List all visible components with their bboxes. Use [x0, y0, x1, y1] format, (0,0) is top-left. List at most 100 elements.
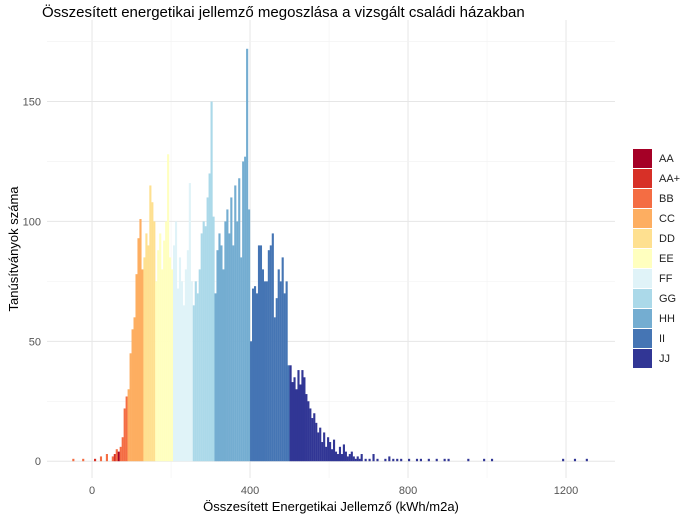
histogram-bar: [182, 305, 186, 462]
histogram-bar: [139, 219, 142, 462]
histogram-bar: [309, 408, 312, 462]
histogram-bar: [244, 156, 247, 462]
histogram-bar: [105, 454, 108, 462]
histogram-bar: [321, 442, 324, 462]
histogram-bar: [281, 257, 284, 462]
y-tick-label: 50: [29, 336, 41, 348]
histogram-bar: [435, 458, 438, 462]
legend-swatch: [633, 169, 652, 188]
histogram-bar: [238, 178, 241, 462]
histogram-bar: [331, 449, 334, 462]
histogram-bar: [447, 458, 450, 462]
histogram-bar: [176, 288, 180, 462]
histogram-bar: [169, 257, 172, 462]
histogram-bar: [279, 281, 282, 462]
histogram-bar: [348, 454, 351, 462]
legend-label: AA+: [659, 173, 680, 185]
histogram-bar: [220, 245, 223, 462]
histogram-bar: [72, 458, 75, 462]
histogram-bar: [419, 458, 422, 462]
histogram-bar: [350, 451, 353, 462]
histogram-bar: [467, 458, 470, 462]
legend-swatch: [633, 209, 652, 228]
legend-label: FF: [659, 273, 673, 285]
histogram-bar: [188, 183, 191, 462]
histogram-bar: [190, 281, 193, 462]
chart-title: Összesített energetikai jellemző megoszl…: [42, 3, 525, 21]
histogram-bar: [408, 458, 411, 462]
histogram-bar: [340, 454, 343, 462]
histogram-bar: [285, 281, 288, 462]
x-tick-label: 0: [89, 485, 95, 497]
histogram-bar: [313, 413, 316, 462]
histogram-bar: [327, 437, 330, 462]
histogram-bar: [218, 233, 221, 462]
histogram-bar: [194, 281, 197, 462]
histogram-bar: [212, 216, 215, 462]
histogram-bar: [443, 458, 446, 462]
histogram-bar: [145, 233, 148, 462]
histogram-bar: [115, 449, 118, 462]
legend-swatch: [633, 229, 652, 248]
histogram-bar: [317, 432, 320, 462]
histogram-bar: [307, 401, 310, 462]
histogram-bar: [303, 377, 306, 462]
histogram-bar: [364, 458, 367, 462]
histogram-bar: [360, 454, 363, 462]
histogram-bar: [257, 245, 261, 462]
legend-label: BB: [659, 193, 674, 205]
histogram-bar: [230, 197, 233, 462]
histogram-bar: [163, 240, 166, 462]
histogram-bar: [352, 456, 355, 462]
y-tick-label: 0: [35, 456, 41, 468]
histogram-bar: [222, 269, 225, 462]
histogram-bar: [342, 444, 345, 462]
histogram-bar: [269, 245, 272, 462]
histogram-bar: [293, 377, 296, 462]
histogram-bar: [319, 427, 322, 462]
legend-swatch: [633, 189, 652, 208]
histogram-bar: [111, 456, 114, 462]
histogram-bar: [261, 269, 265, 462]
histogram-bar: [332, 439, 336, 462]
histogram-bar: [354, 458, 357, 462]
histogram-bar: [372, 454, 375, 462]
histogram-bar: [161, 269, 164, 462]
histogram-bar: [149, 185, 152, 462]
legend-label: CC: [659, 213, 675, 225]
histogram-bar: [180, 281, 184, 462]
histogram-bar: [129, 353, 132, 462]
histogram-bar: [216, 250, 219, 462]
histogram-bar: [388, 456, 391, 462]
histogram-bar: [344, 451, 347, 462]
histogram-bar: [311, 418, 314, 462]
histogram-bar: [277, 269, 280, 462]
histogram-bar: [384, 458, 387, 462]
histogram-bar: [356, 456, 359, 462]
histogram-bar: [368, 458, 371, 462]
histogram-bar: [299, 384, 302, 462]
histogram-bar: [263, 281, 266, 462]
y-tick-label: 100: [23, 216, 41, 228]
histogram-bar: [173, 245, 176, 462]
x-axis-label: Összesített Energetikai Jellemző (kWh/m2…: [203, 499, 459, 514]
legend-swatch: [633, 269, 652, 288]
histogram-bar: [248, 209, 251, 462]
histogram-bar: [234, 185, 237, 462]
histogram-bar: [151, 202, 154, 462]
histogram-bar: [376, 458, 379, 462]
histogram-bar: [287, 365, 290, 462]
histogram-bar: [131, 329, 134, 462]
histogram-bar: [305, 394, 308, 462]
x-tick-label: 400: [241, 485, 259, 497]
legend-label: GG: [659, 293, 676, 305]
histogram-bar: [174, 221, 178, 462]
histogram-bar: [94, 458, 97, 462]
legend-label: EE: [659, 253, 674, 265]
y-axis-label: Tanúsítványok száma: [6, 186, 21, 312]
histogram-bar: [171, 269, 174, 462]
histogram-bar: [178, 257, 182, 462]
histogram-bar: [125, 396, 128, 462]
histogram-bar: [155, 281, 158, 462]
